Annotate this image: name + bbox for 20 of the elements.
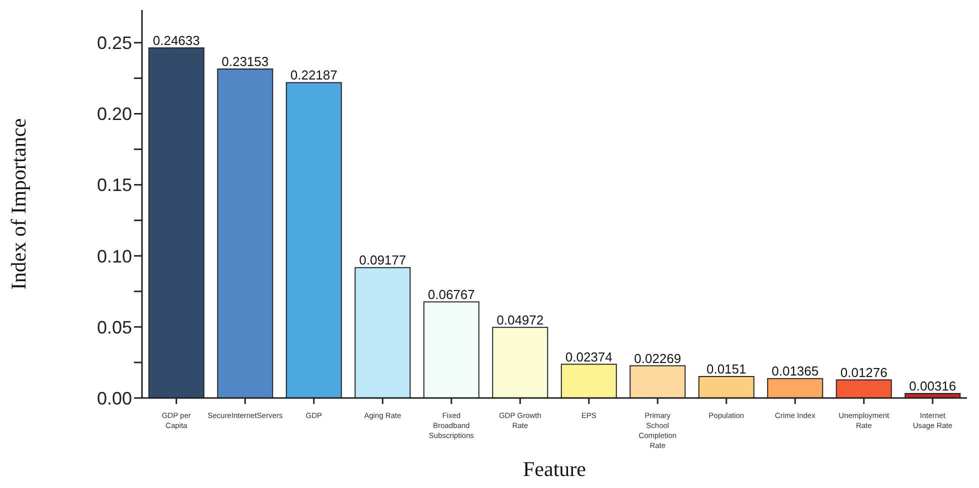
data-label: 0.09177 bbox=[359, 252, 406, 268]
y-axis-title: Index of Importance bbox=[6, 118, 30, 290]
data-label: 0.01276 bbox=[840, 364, 888, 380]
data-label: 0.00316 bbox=[909, 378, 956, 394]
data-label: 0.24633 bbox=[152, 32, 200, 48]
data-label: 0.06767 bbox=[428, 286, 475, 302]
x-axis-title: Feature bbox=[523, 457, 586, 481]
data-label: 0.04972 bbox=[496, 312, 544, 328]
data-label: 0.02269 bbox=[634, 350, 682, 366]
data-label: 0.0151 bbox=[706, 362, 746, 377]
y-tick-label: 0.25 bbox=[96, 33, 132, 54]
y-tick-label: 0.05 bbox=[96, 317, 132, 338]
y-tick-label: 0.15 bbox=[96, 175, 132, 196]
y-tick-label: 0.10 bbox=[96, 246, 132, 266]
y-tick-label: 0.00 bbox=[96, 388, 132, 408]
data-label: 0.22187 bbox=[290, 68, 338, 83]
data-label: 0.01365 bbox=[772, 364, 819, 379]
data-label: 0.02374 bbox=[565, 349, 612, 364]
y-tick-label: 0.20 bbox=[96, 104, 132, 124]
data-label: 0.23153 bbox=[222, 54, 269, 69]
